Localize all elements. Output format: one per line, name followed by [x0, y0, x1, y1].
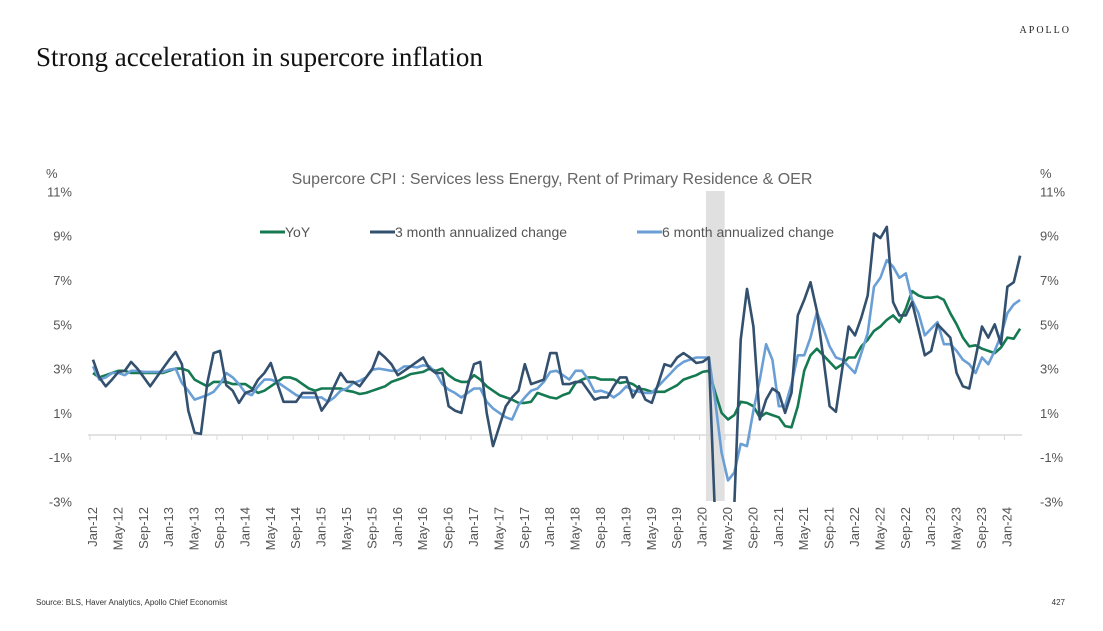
x-tick-label: Sep-16 [441, 507, 456, 549]
x-tick-label: Jan-16 [390, 507, 405, 547]
legend-label: 3 month annualized change [395, 224, 567, 240]
x-tick-label: Sep-20 [745, 507, 760, 549]
x-tick-label: May-19 [644, 507, 659, 550]
y-tick-label-right: 7% [1040, 273, 1059, 288]
x-tick-label: Jan-23 [923, 507, 938, 547]
y-tick-label-left: 9% [53, 229, 72, 244]
x-tick-label: Jan-21 [771, 507, 786, 547]
y-tick-label-left: 1% [53, 406, 72, 421]
y-tick-label-left: 11% [47, 184, 72, 199]
x-tick-label: Jan-18 [542, 507, 557, 547]
y-unit-left: % [46, 166, 58, 181]
x-tick-label: Jan-12 [85, 507, 100, 547]
x-tick-label: May-20 [720, 507, 735, 550]
source-note: Source: BLS, Haver Analytics, Apollo Chi… [36, 598, 228, 607]
page-number: 427 [1051, 598, 1065, 607]
page-title: Strong acceleration in supercore inflati… [36, 42, 483, 72]
x-tick-label: Sep-21 [822, 507, 837, 549]
y-tick-label-right: -3% [1040, 494, 1064, 509]
legend-label: YoY [285, 224, 311, 240]
x-tick-label: May-12 [110, 507, 125, 550]
y-unit-right: % [1040, 166, 1052, 181]
x-tick-label: Jan-15 [314, 507, 329, 547]
x-tick-label: Sep-18 [593, 507, 608, 549]
x-tick-label: Jan-13 [161, 507, 176, 547]
x-tick-label: Sep-15 [364, 507, 379, 549]
series-line-6m [91, 258, 1021, 482]
x-tick-label: May-21 [796, 507, 811, 550]
x-tick-label: Sep-13 [212, 507, 227, 549]
x-tick-label: Sep-19 [669, 507, 684, 549]
chart-subtitle: Supercore CPI : Services less Energy, Re… [292, 171, 813, 188]
x-tick-label: Sep-17 [517, 507, 532, 549]
x-tick-label: Sep-14 [288, 507, 303, 549]
apollo-logo: APOLLO [1019, 25, 1071, 36]
x-tick-label: Sep-23 [974, 507, 989, 549]
y-tick-label-right: 3% [1040, 362, 1059, 377]
legend-label: 6 month annualized change [662, 224, 834, 240]
y-tick-label-left: -3% [49, 494, 73, 509]
x-tick-label: Jan-14 [237, 507, 252, 547]
x-tick-label: May-16 [415, 507, 430, 550]
y-tick-label-left: -1% [49, 450, 73, 465]
x-tick-label: May-13 [187, 507, 202, 550]
x-tick-label: May-14 [263, 507, 278, 550]
x-tick-label: Jan-20 [695, 507, 710, 547]
y-tick-label-right: 1% [1040, 406, 1059, 421]
y-tick-label-right: 11% [1040, 184, 1065, 199]
y-tick-label-right: -1% [1040, 450, 1064, 465]
x-tick-label: May-23 [949, 507, 964, 550]
x-tick-label: Jan-24 [999, 507, 1014, 547]
y-tick-label-right: 5% [1040, 317, 1059, 332]
series-line-3m [91, 225, 1022, 502]
y-tick-label-left: 5% [53, 317, 72, 332]
x-tick-label: Sep-22 [898, 507, 913, 549]
x-tick-label: May-22 [872, 507, 887, 550]
x-tick-label: May-17 [491, 507, 506, 550]
x-tick-label: May-18 [568, 507, 583, 550]
x-tick-label: Jan-19 [618, 507, 633, 547]
x-tick-label: Sep-12 [136, 507, 151, 549]
x-tick-label: Jan-17 [466, 507, 481, 547]
x-tick-label: May-15 [339, 507, 354, 550]
y-tick-label-left: 3% [53, 362, 72, 377]
y-tick-label-right: 9% [1040, 229, 1059, 244]
x-tick-label: Jan-22 [847, 507, 862, 547]
y-tick-label-left: 7% [53, 273, 72, 288]
